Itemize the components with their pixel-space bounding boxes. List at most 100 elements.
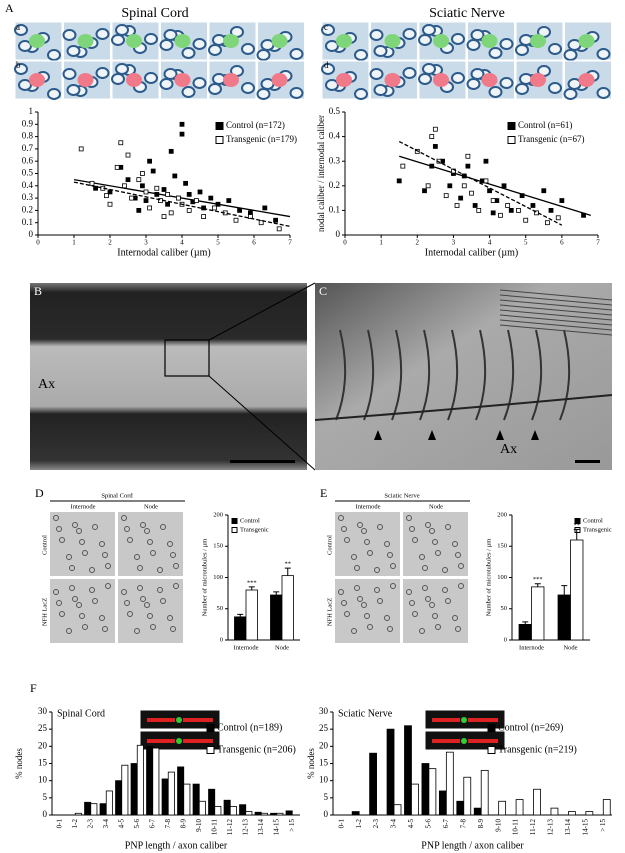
labeled-axon [481, 73, 498, 87]
microtubule [354, 565, 360, 571]
y-tick-label: 15 [38, 758, 48, 768]
column-header: Node [144, 503, 158, 510]
point [465, 163, 471, 169]
heading: Spinal Cord [121, 6, 188, 21]
y-tick-label: 0 [43, 809, 48, 819]
legend-label: Control [240, 517, 260, 524]
x-tick-label: 10-11 [210, 819, 218, 836]
lamella [499, 294, 613, 306]
x-tick-label: 14-15 [581, 819, 589, 836]
legend-swatch [507, 136, 516, 144]
microtubule [364, 613, 370, 619]
legend-label: Transgenic (n=67) [518, 134, 585, 144]
bar [404, 725, 412, 816]
myelin [163, 68, 178, 80]
x-tick-label: 8-9 [477, 819, 485, 829]
legend-swatch [215, 122, 224, 130]
bar [136, 744, 144, 816]
microtubule [66, 628, 72, 634]
myelin [466, 39, 481, 51]
labeled-axon [433, 73, 449, 87]
point [129, 195, 135, 201]
panel-label: C [319, 284, 327, 298]
bar [550, 807, 559, 816]
myelin [563, 49, 578, 61]
microtubule [338, 589, 344, 595]
labeled-axon [223, 73, 239, 87]
microtubule [341, 600, 347, 606]
y-tick-label: 0.7 [22, 143, 34, 153]
point [186, 192, 192, 197]
myelin [111, 34, 125, 46]
y-axis-label: Number of microtubules / µm [201, 539, 208, 617]
microtubule [357, 522, 363, 528]
micrograph [118, 579, 183, 643]
microtubule [338, 515, 344, 521]
microtubule [377, 598, 383, 604]
legend-swatch [507, 122, 516, 130]
point [150, 168, 156, 174]
labeled-axon [578, 73, 595, 87]
microtubule [72, 596, 78, 602]
point [483, 158, 489, 164]
myelin [144, 72, 158, 84]
point [276, 226, 282, 232]
point [147, 205, 153, 211]
myelin [192, 77, 207, 89]
panel-label: A [5, 1, 14, 15]
lamella [499, 319, 613, 331]
x-tick-label: 13-14 [564, 819, 572, 836]
legend-label: Control (n=189) [217, 722, 282, 733]
myelin [422, 63, 436, 75]
point [139, 183, 145, 189]
microtubule [89, 567, 95, 573]
point [211, 205, 217, 211]
myelin [14, 24, 28, 36]
y-tick-label: 0.3 [329, 155, 341, 165]
bar [438, 790, 447, 816]
point [545, 220, 550, 226]
legend-label: Control (n=172) [226, 120, 285, 130]
x-tick-label: 11-12 [529, 819, 537, 836]
microtubule [92, 598, 98, 604]
y-tick-label: 100 [497, 574, 507, 581]
microtubule [419, 628, 425, 634]
bar [421, 763, 430, 816]
microtubule [140, 522, 146, 528]
lamella [499, 324, 613, 336]
myelin [18, 40, 32, 52]
microtubule [69, 565, 75, 571]
microtubule [127, 537, 133, 543]
point [78, 146, 84, 152]
bar [602, 799, 611, 816]
myelin [144, 33, 158, 45]
microtubule [137, 565, 143, 571]
microtubule [429, 602, 435, 608]
y-tick-label: 10 [319, 775, 329, 785]
bar [456, 800, 465, 816]
bar [177, 766, 185, 816]
point [226, 198, 232, 203]
myelin [354, 88, 368, 100]
bar [152, 747, 160, 816]
microtubule [354, 585, 360, 591]
x-tick-label: 2 [108, 239, 112, 247]
microtubule [361, 602, 367, 608]
microtubule [422, 565, 428, 571]
labeled-axon [530, 73, 546, 87]
microtubule [144, 528, 150, 534]
group-header: Sciatic Nerve [384, 492, 419, 499]
microtubule [367, 550, 373, 556]
microtubule [458, 583, 464, 589]
y-tick-label: 0.4 [329, 131, 341, 141]
microtubule [409, 600, 415, 606]
point [154, 185, 160, 191]
em-texture [314, 289, 613, 440]
y-tick-label: 50 [501, 605, 508, 612]
x-tick-label: 6 [252, 239, 256, 247]
y-tick-label: 0.6 [22, 155, 34, 165]
x-tick-label: 13-14 [257, 819, 265, 836]
microtubule [76, 602, 82, 608]
bar [161, 778, 169, 816]
x-tick-label: Internode [519, 644, 544, 651]
